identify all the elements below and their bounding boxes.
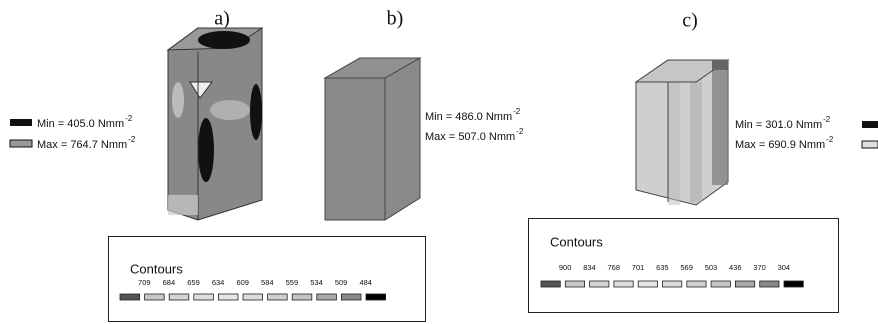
contour-value: 534	[310, 278, 323, 287]
contour-swatch	[120, 294, 140, 300]
contour-swatch	[638, 281, 657, 287]
contour-value: 509	[335, 278, 348, 287]
contour-value: 609	[236, 278, 249, 287]
max-unit-exp: -2	[826, 135, 834, 144]
contour-swatch	[687, 281, 706, 287]
contour-swatch	[663, 281, 682, 287]
max-unit-exp: -2	[128, 135, 136, 144]
contour-value: 484	[359, 278, 372, 287]
contour-swatch	[341, 294, 361, 300]
contour-swatch	[194, 294, 214, 300]
min-text: Min = 301.0 Nmm	[735, 119, 822, 131]
contour-swatch	[711, 281, 730, 287]
min-text: Min = 405.0 Nmm	[37, 118, 124, 130]
contour-value: 768	[607, 263, 620, 272]
panel-label: b)	[387, 8, 404, 30]
max-swatch	[10, 140, 32, 147]
contour-swatch	[292, 294, 312, 300]
figure: a) b) c) Min = 405.0 Nmm -2 Max = 764.7 …	[0, 0, 878, 324]
contour-swatch	[735, 281, 754, 287]
contour-value: 900	[559, 263, 572, 272]
contour-swatch	[268, 294, 288, 300]
min-swatch	[10, 119, 32, 126]
contour-value: 569	[680, 263, 693, 272]
min-swatch	[862, 121, 878, 128]
contour-value: 635	[656, 263, 669, 272]
contour-swatch	[243, 294, 263, 300]
max-unit-exp: -2	[516, 127, 524, 136]
max-text: Max = 690.9 Nmm	[735, 139, 825, 151]
contour-swatch	[317, 294, 337, 300]
box-b	[325, 58, 420, 220]
contour-value: 834	[583, 263, 596, 272]
max-swatch	[862, 141, 878, 148]
min-unit-exp: -2	[513, 107, 521, 116]
contour-swatch	[169, 294, 189, 300]
contour-value: 659	[187, 278, 200, 287]
contour-value: 684	[163, 278, 176, 287]
contour-value: 304	[778, 263, 791, 272]
contour-swatch	[218, 294, 238, 300]
contour-swatch	[366, 294, 386, 300]
contour-value: 634	[212, 278, 225, 287]
contour-value: 559	[286, 278, 299, 287]
contour-swatch	[590, 281, 609, 287]
contour-value: 709	[138, 278, 151, 287]
contour-swatch	[541, 281, 560, 287]
contour-title: Contours	[130, 261, 183, 276]
panel-label: c)	[682, 10, 698, 32]
box-a	[168, 28, 262, 220]
contour-swatch	[784, 281, 803, 287]
min-unit-exp: -2	[823, 115, 831, 124]
contour-value: 370	[753, 263, 766, 272]
contour-title: Contours	[550, 234, 603, 249]
contour-swatch	[145, 294, 165, 300]
contour-value: 436	[729, 263, 742, 272]
min-text: Min = 486.0 Nmm	[425, 111, 512, 123]
contour-value: 701	[632, 263, 645, 272]
panel-label: a)	[214, 8, 230, 30]
box-c	[636, 60, 728, 205]
contour-value: 584	[261, 278, 274, 287]
contour-swatch	[760, 281, 779, 287]
contour-swatch	[614, 281, 633, 287]
contour-value: 503	[705, 263, 718, 272]
min-unit-exp: -2	[125, 114, 133, 123]
max-text: Max = 507.0 Nmm	[425, 131, 515, 143]
contour-swatch	[565, 281, 584, 287]
max-text: Max = 764.7 Nmm	[37, 139, 127, 151]
